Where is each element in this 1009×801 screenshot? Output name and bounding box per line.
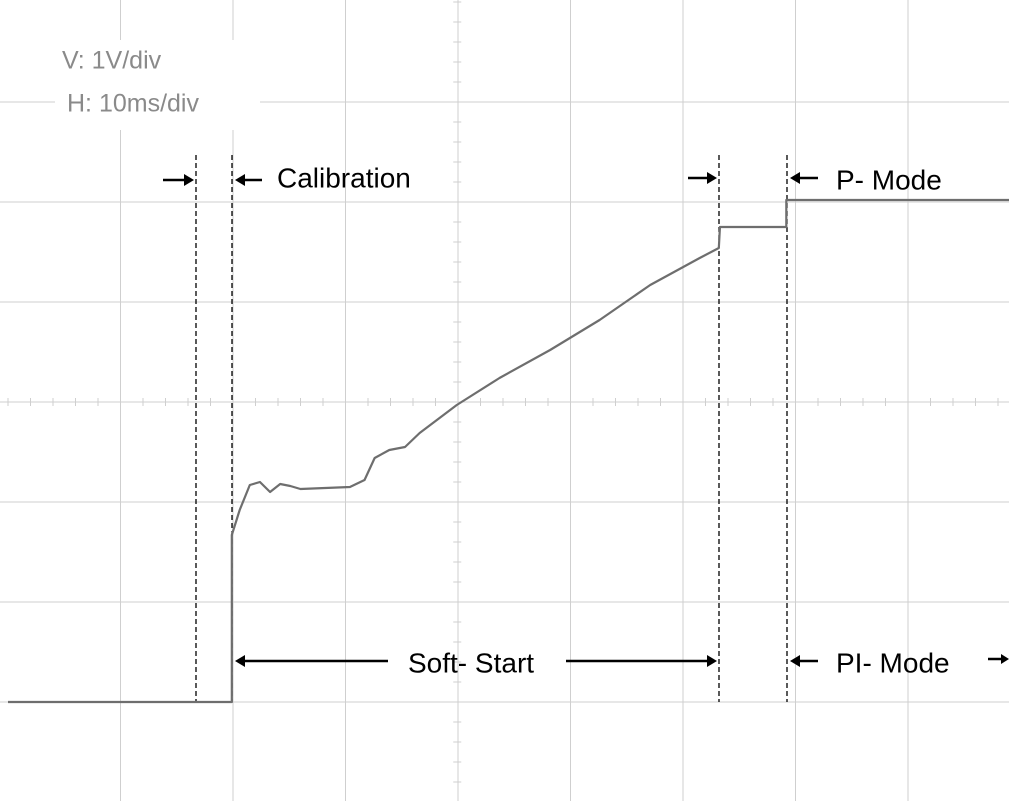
arrow-head (235, 655, 245, 667)
annotation: Calibration (277, 162, 411, 193)
v-scale: V: 1V/div (62, 47, 162, 75)
trace (8, 198, 1009, 704)
markers (195, 155, 788, 702)
arrows (163, 172, 1009, 667)
arrow-head (707, 655, 717, 667)
arrow-head (790, 655, 800, 667)
annotation: P- Mode (836, 164, 942, 195)
annotation: Soft- Start (408, 647, 534, 678)
arrow-head (1001, 654, 1009, 664)
arrow-head (235, 174, 245, 186)
arrow-head (790, 172, 800, 184)
scale-box (55, 40, 260, 130)
annotation: PI- Mode (836, 647, 950, 678)
arrow-head (707, 172, 717, 184)
h-scale: H: 10ms/div (67, 90, 199, 118)
arrow-head (184, 174, 194, 186)
